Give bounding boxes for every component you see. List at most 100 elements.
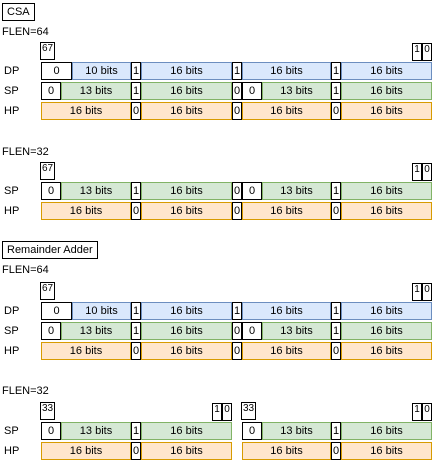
field-cell: 13 bits — [61, 422, 131, 440]
flen-label: FLEN=64 — [2, 26, 49, 38]
lsb-bit-marker: 0 — [422, 43, 432, 61]
bit-cell: 0 — [131, 442, 141, 460]
field-cell: 16 bits — [41, 342, 131, 360]
bit-cell: 1 — [331, 62, 341, 80]
row-label-hp: HP — [4, 105, 20, 117]
msb-bit-marker: 33 — [40, 402, 56, 420]
bit-cell: 0 — [331, 102, 341, 120]
section-title: CSA — [2, 3, 35, 21]
field-cell: 16 bits — [141, 62, 232, 80]
field-cell: 16 bits — [141, 342, 232, 360]
bit-cell: 0 — [331, 442, 341, 460]
row-label-sp: SP — [4, 425, 19, 437]
bit-cell: 1 — [131, 82, 141, 100]
bit-cell: 1 — [131, 182, 141, 200]
bit-cell: 0 — [242, 422, 262, 440]
bit-cell: 0 — [41, 182, 61, 200]
bit-cell: 0 — [232, 342, 242, 360]
bit-cell: 0 — [41, 302, 72, 320]
field-cell: 10 bits — [72, 62, 131, 80]
flen-label: FLEN=32 — [2, 385, 49, 397]
bit-cell: 1 — [331, 302, 341, 320]
lsb-bit-marker: 0 — [422, 403, 432, 421]
bit-cell: 0 — [41, 62, 72, 80]
msb-bit-marker: 67 — [40, 282, 56, 300]
field-cell: 16 bits — [41, 202, 131, 220]
bit-cell: 1 — [131, 62, 141, 80]
field-cell: 16 bits — [341, 102, 432, 120]
bit-cell: 1 — [331, 82, 341, 100]
lsb-bit-marker: 1 — [412, 403, 422, 421]
field-cell: 16 bits — [341, 82, 432, 100]
field-cell: 16 bits — [141, 442, 232, 460]
field-cell: 16 bits — [41, 442, 131, 460]
field-cell: 16 bits — [141, 182, 232, 200]
field-cell: 13 bits — [262, 182, 331, 200]
field-cell: 16 bits — [341, 322, 432, 340]
field-cell: 16 bits — [341, 202, 432, 220]
bit-cell: 0 — [232, 82, 242, 100]
field-cell: 13 bits — [262, 82, 331, 100]
bit-cell: 0 — [131, 342, 141, 360]
bit-cell: 0 — [232, 102, 242, 120]
field-cell: 16 bits — [242, 102, 331, 120]
bit-cell: 0 — [131, 102, 141, 120]
field-cell: 13 bits — [262, 422, 331, 440]
row-label-sp: SP — [4, 325, 19, 337]
field-cell: 13 bits — [262, 322, 331, 340]
bit-cell: 0 — [331, 202, 341, 220]
field-cell: 16 bits — [341, 182, 432, 200]
bit-cell: 1 — [232, 62, 242, 80]
field-cell: 16 bits — [242, 202, 331, 220]
bit-cell: 0 — [242, 322, 262, 340]
field-cell: 16 bits — [242, 342, 331, 360]
bit-cell: 0 — [242, 182, 262, 200]
row-label-hp: HP — [4, 345, 20, 357]
row-label-dp: DP — [4, 305, 20, 317]
msb-bit-marker: 33 — [241, 402, 257, 420]
bit-cell: 1 — [131, 302, 141, 320]
lsb-bit-marker: 0 — [422, 283, 432, 301]
bit-cell: 0 — [232, 182, 242, 200]
row-label-sp: SP — [4, 185, 19, 197]
bit-cell: 0 — [41, 322, 61, 340]
field-cell: 13 bits — [61, 82, 131, 100]
field-cell: 16 bits — [242, 62, 331, 80]
flen-label: FLEN=32 — [2, 146, 49, 158]
field-cell: 16 bits — [141, 322, 232, 340]
field-cell: 16 bits — [41, 102, 131, 120]
field-cell: 16 bits — [341, 302, 432, 320]
lsb-bit-marker: 1 — [412, 43, 422, 61]
row-label-hp: HP — [4, 205, 20, 217]
field-cell: 13 bits — [61, 322, 131, 340]
row-label-dp: DP — [4, 65, 20, 77]
field-cell: 16 bits — [341, 62, 432, 80]
field-cell: 16 bits — [141, 422, 232, 440]
field-cell: 13 bits — [61, 182, 131, 200]
field-cell: 16 bits — [141, 202, 232, 220]
field-cell: 16 bits — [242, 442, 331, 460]
field-cell: 16 bits — [341, 442, 432, 460]
bit-cell: 0 — [41, 82, 61, 100]
field-cell: 16 bits — [242, 302, 331, 320]
field-cell: 10 bits — [72, 302, 131, 320]
lsb-bit-marker: 1 — [412, 283, 422, 301]
field-cell: 16 bits — [341, 422, 432, 440]
lsb-bit-marker: 0 — [222, 403, 232, 421]
bit-cell: 0 — [242, 82, 262, 100]
row-label-hp: HP — [4, 445, 20, 457]
msb-bit-marker: 67 — [40, 162, 56, 180]
bit-cell: 0 — [131, 202, 141, 220]
msb-bit-marker: 67 — [40, 42, 56, 60]
field-cell: 16 bits — [141, 302, 232, 320]
lsb-bit-marker: 0 — [422, 163, 432, 181]
bit-cell: 0 — [232, 322, 242, 340]
bit-cell: 1 — [331, 182, 341, 200]
bit-cell: 1 — [131, 322, 141, 340]
bit-cell: 0 — [331, 342, 341, 360]
field-cell: 16 bits — [141, 82, 232, 100]
lsb-bit-marker: 1 — [412, 163, 422, 181]
bit-cell: 0 — [41, 422, 61, 440]
flen-label: FLEN=64 — [2, 264, 49, 276]
